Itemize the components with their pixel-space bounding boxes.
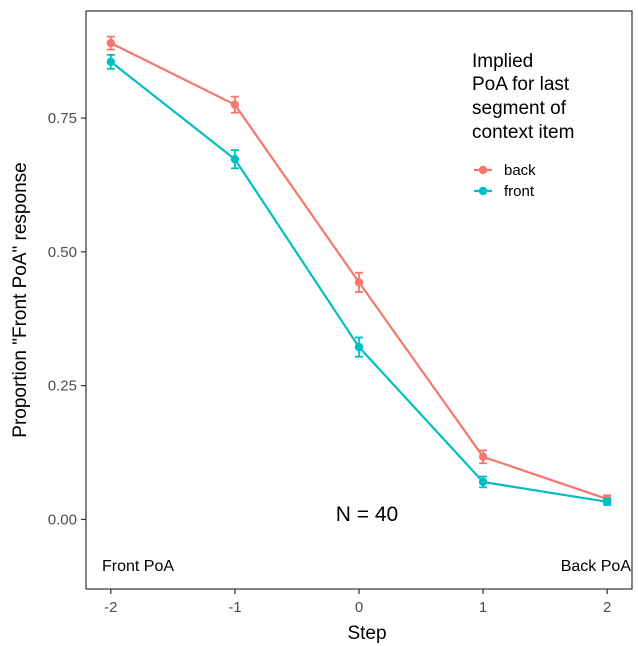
plot-panel: [85, 10, 633, 590]
legend-entry-back: back: [474, 162, 536, 179]
x-axis: -2 -1 0 1 2: [104, 589, 611, 616]
data-point-back: [106, 38, 116, 48]
data-point-back: [230, 100, 240, 109]
data-point-front: [106, 57, 116, 67]
data-point-front: [602, 497, 612, 506]
series-layer: [106, 35, 612, 506]
series-front: [106, 53, 612, 506]
legend-title-line-4: context item: [472, 122, 574, 143]
annotation-n: N = 40: [336, 503, 398, 526]
y-axis-label: Proportion "Front PoA" response: [10, 162, 31, 437]
x-axis-label: Step: [347, 623, 386, 644]
y-axis: 0.00 0.25 0.50 0.75: [48, 110, 86, 528]
x-tick-label: -1: [228, 599, 241, 616]
y-tick-label: 0.50: [48, 244, 77, 261]
legend-key-point-back: [478, 165, 488, 175]
x-tick-label: 1: [479, 599, 487, 616]
data-point-front: [230, 155, 240, 164]
legend-title-line-2: PoA for last: [472, 74, 570, 95]
y-tick-label: 0.75: [48, 110, 77, 127]
data-point-front: [354, 342, 364, 352]
legend-key-point-front: [478, 186, 488, 196]
annotation-front-poa: Front PoA: [102, 558, 174, 575]
legend-title-line-3: segment of: [472, 98, 567, 119]
series-back: [106, 35, 612, 504]
data-point-back: [478, 452, 488, 462]
legend: Implied PoA for last segment of context …: [472, 51, 574, 200]
x-tick-label: -2: [104, 599, 117, 616]
x-tick-label: 0: [355, 599, 363, 616]
x-tick-label: 2: [603, 599, 611, 616]
y-tick-label: 0.25: [48, 378, 77, 395]
annotation-back-poa: Back PoA: [561, 558, 632, 575]
y-tick-label: 0.00: [48, 511, 77, 528]
legend-label-front: front: [504, 183, 535, 200]
data-point-front: [478, 477, 488, 487]
data-point-back: [354, 278, 364, 287]
legend-entry-front: front: [474, 183, 535, 200]
legend-label-back: back: [504, 162, 536, 179]
legend-title-line-1: Implied: [472, 51, 533, 72]
